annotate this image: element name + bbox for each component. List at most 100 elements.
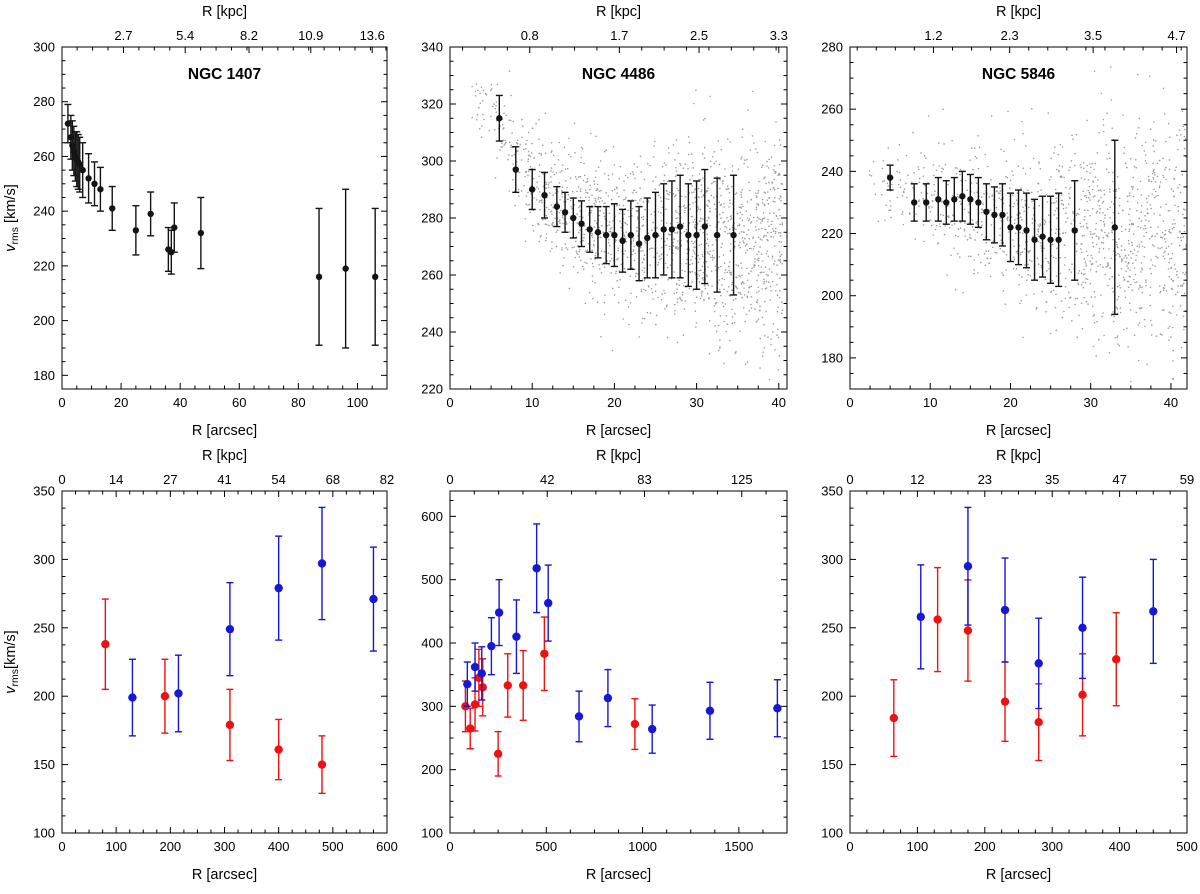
svg-text:0: 0 xyxy=(446,839,453,854)
chart-ngc1407-inner: 0 20 40 60 80 100 180 200 220 240 260 280 300 2.7 5.4 8… xyxy=(3,4,388,439)
panel-ngc1407-outer: 0 100 200 300 400 500 600 100 150 200 250 300 350 0 14… xyxy=(0,445,400,889)
chart-ngc4486-outer: 0 500 1000 1500 100 200 300 400 500 600 0 42 83 125 R … xyxy=(421,448,788,883)
svg-text:400: 400 xyxy=(421,636,443,651)
svg-text:200: 200 xyxy=(33,313,55,328)
svg-text:42: 42 xyxy=(540,472,554,487)
x-axis-title: R [arcsec] xyxy=(192,423,257,439)
y-axis-title: vrms [km/s] xyxy=(3,184,21,251)
svg-text:2.3: 2.3 xyxy=(1001,28,1019,43)
svg-text:250: 250 xyxy=(821,620,843,635)
panel-title: NGC 5846 xyxy=(982,66,1056,83)
svg-text:14: 14 xyxy=(109,472,123,487)
svg-text:30: 30 xyxy=(689,395,703,410)
series-binned-black xyxy=(886,139,1119,316)
panel-title: NGC 4486 xyxy=(582,66,656,83)
chart-ngc5846-inner: 0 10 20 30 40 180 200 220 240 260 280 1.2 2.3 3.5 4.7 R… xyxy=(821,4,1188,439)
x-axis-title: R [arcsec] xyxy=(586,423,651,439)
svg-text:200: 200 xyxy=(33,689,55,704)
svg-text:1.7: 1.7 xyxy=(610,28,628,43)
svg-text:300: 300 xyxy=(214,839,236,854)
x-axis-title: R [arcsec] xyxy=(192,867,257,883)
svg-text:8.2: 8.2 xyxy=(240,28,258,43)
svg-text:280: 280 xyxy=(821,40,843,55)
svg-text:300: 300 xyxy=(821,552,843,567)
chart-ngc4486-inner: 0 10 20 30 40 220 240 260 280 300 320 340 0.8 1.7 2.5 3… xyxy=(421,4,788,439)
axis-ticks xyxy=(449,491,788,834)
y-axis-title: vrms[km/s] xyxy=(3,630,21,693)
svg-text:82: 82 xyxy=(380,472,394,487)
svg-text:100: 100 xyxy=(907,839,929,854)
svg-text:180: 180 xyxy=(821,350,843,365)
svg-text:41: 41 xyxy=(217,472,231,487)
svg-text:0: 0 xyxy=(846,395,853,410)
svg-text:1.2: 1.2 xyxy=(924,28,942,43)
panel-ngc4486-inner: 0 10 20 30 40 220 240 260 280 300 320 340 0.8 1.7 2.5 3… xyxy=(400,1,800,445)
svg-text:27: 27 xyxy=(163,472,177,487)
svg-text:500: 500 xyxy=(535,839,557,854)
plot-frame xyxy=(849,46,1188,390)
svg-text:300: 300 xyxy=(421,699,443,714)
svg-text:3.5: 3.5 xyxy=(1084,28,1102,43)
svg-text:40: 40 xyxy=(772,395,786,410)
panel-ngc5846-inner: 0 10 20 30 40 180 200 220 240 260 280 1.2 2.3 3.5 4.7 R… xyxy=(800,1,1200,445)
svg-text:260: 260 xyxy=(33,149,55,164)
svg-text:500: 500 xyxy=(421,572,443,587)
svg-text:240: 240 xyxy=(421,325,443,340)
x-axis-title: R [arcsec] xyxy=(586,867,651,883)
svg-text:220: 220 xyxy=(33,258,55,273)
svg-text:200: 200 xyxy=(159,839,181,854)
panel-title: NGC 1407 xyxy=(188,66,261,83)
plot-frame xyxy=(449,46,788,390)
svg-text:100: 100 xyxy=(421,826,443,841)
axis-tick-labels: 0 20 40 60 80 100 180 200 220 240 260 280 300 2.7 5.4 8… xyxy=(33,28,385,410)
svg-text:340: 340 xyxy=(421,40,443,55)
svg-text:2.5: 2.5 xyxy=(690,28,708,43)
svg-text:0: 0 xyxy=(58,839,65,854)
svg-text:54: 54 xyxy=(271,472,285,487)
scatter-cloud xyxy=(471,70,784,381)
svg-text:83: 83 xyxy=(637,472,651,487)
series-blue-tracer xyxy=(916,506,1158,710)
svg-text:1500: 1500 xyxy=(724,839,753,854)
svg-text:40: 40 xyxy=(173,395,187,410)
x-axis-title: R [arcsec] xyxy=(986,423,1051,439)
svg-text:500: 500 xyxy=(322,839,344,854)
svg-text:2.7: 2.7 xyxy=(114,28,132,43)
series-binned-black xyxy=(64,103,379,349)
svg-text:3.3: 3.3 xyxy=(770,28,788,43)
svg-text:500: 500 xyxy=(1176,839,1198,854)
top-axis-title: R [kpc] xyxy=(996,4,1041,20)
svg-text:260: 260 xyxy=(821,102,843,117)
svg-text:150: 150 xyxy=(821,757,843,772)
svg-text:1000: 1000 xyxy=(628,839,657,854)
top-axis-title: R [kpc] xyxy=(202,448,247,464)
plot-frame xyxy=(61,46,388,390)
svg-text:200: 200 xyxy=(421,762,443,777)
svg-text:0: 0 xyxy=(58,395,65,410)
panel-ngc5846-outer: 0 100 200 300 400 500 100 150 200 250 300 350 0 12 23 3… xyxy=(800,445,1200,889)
x-axis-title: R [arcsec] xyxy=(986,867,1051,883)
svg-text:0: 0 xyxy=(446,395,453,410)
svg-text:0: 0 xyxy=(446,472,453,487)
svg-text:10.9: 10.9 xyxy=(298,28,323,43)
svg-text:300: 300 xyxy=(33,552,55,567)
svg-text:0: 0 xyxy=(846,839,853,854)
svg-text:23: 23 xyxy=(978,472,992,487)
svg-text:280: 280 xyxy=(33,94,55,109)
panel-ngc1407-inner: 0 20 40 60 80 100 180 200 220 240 260 280 300 2.7 5.4 8… xyxy=(0,1,400,445)
svg-text:200: 200 xyxy=(821,288,843,303)
svg-text:0: 0 xyxy=(846,472,853,487)
axis-tick-labels: 0 10 20 30 40 220 240 260 280 300 320 340 0.8 1.7 2.5 3… xyxy=(421,28,788,410)
svg-text:220: 220 xyxy=(821,226,843,241)
svg-text:300: 300 xyxy=(421,154,443,169)
svg-text:10: 10 xyxy=(525,395,539,410)
svg-text:220: 220 xyxy=(421,382,443,397)
top-axis-title: R [kpc] xyxy=(596,4,641,20)
svg-text:400: 400 xyxy=(1109,839,1131,854)
svg-text:5.4: 5.4 xyxy=(176,28,194,43)
svg-text:260: 260 xyxy=(421,268,443,283)
svg-text:200: 200 xyxy=(974,839,996,854)
series-red-tracer xyxy=(101,598,327,795)
